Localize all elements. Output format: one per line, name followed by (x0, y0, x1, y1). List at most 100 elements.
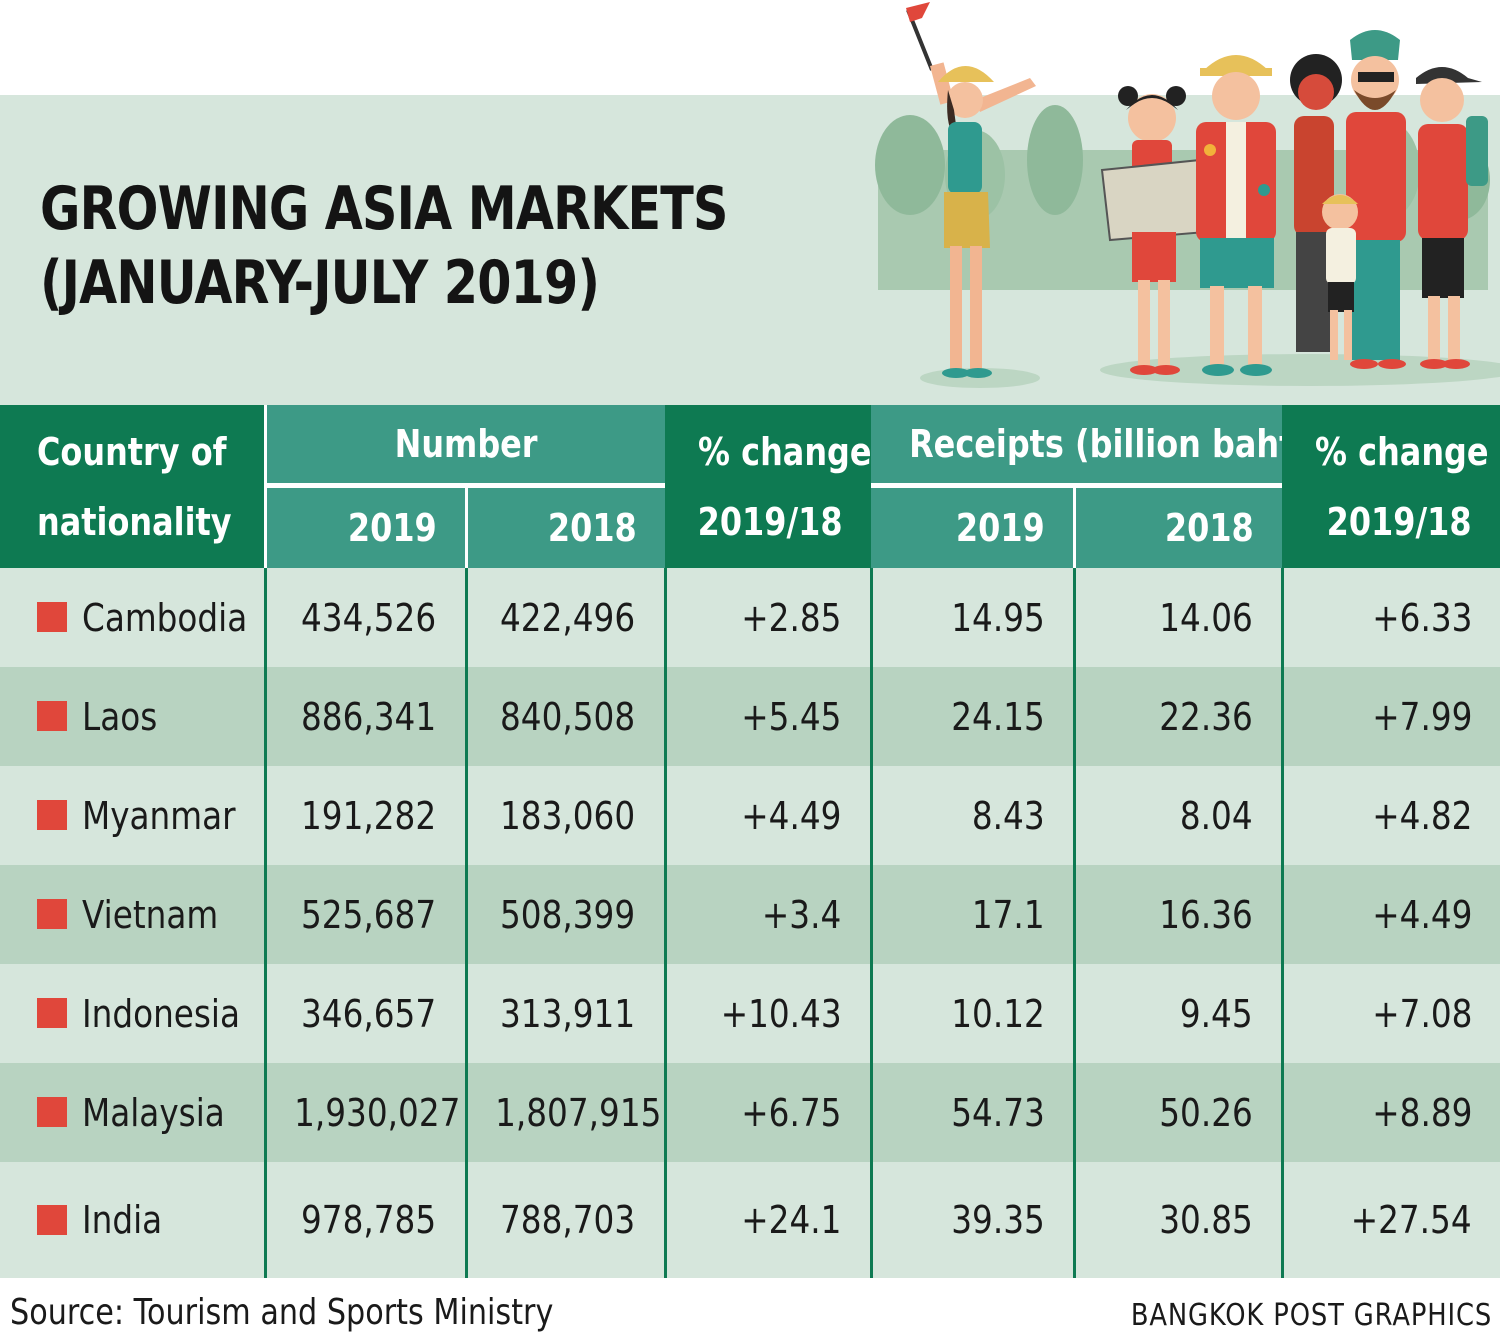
cell-country-text: India (82, 1198, 163, 1242)
cell-receipts-pct-change: +27.54 (1280, 1162, 1500, 1278)
cell-number-pct-change: +4.49 (663, 766, 872, 865)
cell-number-2018: 1,807,915 (464, 1063, 666, 1162)
square-marker-icon (37, 1097, 67, 1127)
cell-receipts-pct-change-text: +4.82 (1371, 793, 1473, 838)
header-receipts-pct-change: % change 2019/18 (1282, 405, 1500, 568)
cell-number-2018: 788,703 (464, 1162, 666, 1278)
cell-country-text: Cambodia (82, 595, 248, 640)
table-row: Myanmar 191,282 183,060 +4.49 8.43 8.04 +4.82 (0, 766, 1500, 865)
title-line-2: (JANUARY-JULY 2019) (40, 248, 600, 318)
cell-receipts-pct-change: +7.99 (1280, 667, 1500, 766)
cell-country: Malaysia (0, 1063, 265, 1162)
cell-receipts-2018: 22.36 (1072, 667, 1283, 766)
cell-receipts-2019-text: 24.15 (950, 694, 1045, 739)
cell-number-2018: 183,060 (464, 766, 666, 865)
cell-number-pct-change-text: +10.43 (720, 991, 842, 1036)
cell-receipts-pct-change: +6.33 (1280, 568, 1500, 667)
header-country: Country of nationality (0, 405, 265, 568)
markets-table: Country of nationality Number % change 201… (0, 405, 1500, 1278)
cell-receipts-pct-change: +8.89 (1280, 1063, 1500, 1162)
cell-number-pct-change-text: +2.85 (741, 595, 842, 640)
cell-receipts-2018: 8.04 (1072, 766, 1283, 865)
cell-country-text: Myanmar (82, 793, 236, 838)
header-number-2019: 2019 (263, 483, 466, 568)
cell-number-2018-text: 1,807,915 (494, 1090, 661, 1135)
cell-number-pct-change-text: +6.75 (741, 1090, 842, 1135)
cell-receipts-2018: 50.26 (1072, 1063, 1283, 1162)
cell-receipts-2019: 54.73 (869, 1063, 1075, 1162)
cell-number-2019-text: 434,526 (301, 595, 437, 640)
table-row: Indonesia 346,657 313,911 +10.43 10.12 9.45 +7… (0, 964, 1500, 1063)
cell-country-text: Indonesia (82, 991, 241, 1036)
cell-number-2019: 346,657 (263, 964, 466, 1063)
cell-receipts-pct-change-text: +7.08 (1371, 991, 1473, 1036)
cell-country-text: Laos (82, 694, 158, 739)
cell-receipts-2019-text: 17.1 (971, 892, 1045, 937)
cell-number-2019: 886,341 (263, 667, 466, 766)
square-marker-icon (37, 800, 67, 830)
cell-number-pct-change-text: +4.49 (741, 793, 842, 838)
table-body: Cambodia 434,526 422,496 +2.85 14.95 14.06 +6.… (0, 568, 1500, 1278)
cell-receipts-2018: 30.85 (1072, 1162, 1283, 1278)
cell-receipts-pct-change: +4.82 (1280, 766, 1500, 865)
cell-number-2018-text: 313,911 (500, 991, 636, 1036)
cell-number-2018-text: 183,060 (500, 793, 636, 838)
cell-receipts-2018: 9.45 (1072, 964, 1283, 1063)
cell-number-2019: 434,526 (263, 568, 466, 667)
cell-receipts-2019: 17.1 (869, 865, 1075, 964)
cell-number-pct-change: +3.4 (663, 865, 872, 964)
cell-number-pct-change: +10.43 (663, 964, 872, 1063)
cell-receipts-2018-text: 9.45 (1179, 991, 1253, 1036)
cell-receipts-2018-text: 22.36 (1158, 694, 1253, 739)
cell-number-2018: 313,911 (464, 964, 666, 1063)
square-marker-icon (37, 1204, 67, 1235)
header-number-pct-change: % change 2019/18 (665, 405, 872, 568)
cell-receipts-2018-text: 14.06 (1158, 595, 1253, 640)
cell-country: Vietnam (0, 865, 265, 964)
cell-receipts-2018-text: 30.85 (1158, 1198, 1253, 1242)
cell-country: Cambodia (0, 568, 265, 667)
cell-number-2019-text: 525,687 (301, 892, 437, 937)
cell-number-2019-text: 1,930,027 (293, 1090, 460, 1135)
cell-receipts-2019-text: 8.43 (971, 793, 1045, 838)
cell-number-2018-text: 840,508 (500, 694, 636, 739)
cell-number-2018: 840,508 (464, 667, 666, 766)
square-marker-icon (37, 998, 67, 1028)
cell-number-2019-text: 978,785 (301, 1198, 437, 1242)
cell-number-pct-change: +5.45 (663, 667, 872, 766)
cell-receipts-2019: 24.15 (869, 667, 1075, 766)
square-marker-icon (37, 701, 67, 731)
cell-country: Myanmar (0, 766, 265, 865)
cell-receipts-2018-text: 8.04 (1179, 793, 1253, 838)
cell-receipts-2018: 14.06 (1072, 568, 1283, 667)
header-row-1: Country of nationality Number % change 201… (0, 405, 1500, 568)
table-row: Cambodia 434,526 422,496 +2.85 14.95 14.06 +6.… (0, 568, 1500, 667)
square-marker-icon (37, 899, 67, 929)
cell-number-2019: 978,785 (263, 1162, 466, 1278)
cell-number-pct-change-text: +5.45 (741, 694, 842, 739)
header-row-2: 2019 2018 2019 2018 (0, 483, 1500, 568)
cell-country-text: Malaysia (82, 1090, 225, 1135)
chart-title: GROWING ASIA MARKETS (JANUARY-JULY 2019) (40, 172, 728, 320)
cell-receipts-pct-change-text: +27.54 (1351, 1198, 1473, 1242)
cell-number-2018-text: 508,399 (500, 892, 636, 937)
cell-receipts-pct-change-text: +4.49 (1371, 892, 1473, 937)
cell-number-2019: 191,282 (263, 766, 466, 865)
cell-receipts-2019: 8.43 (869, 766, 1075, 865)
cell-number-2019-text: 191,282 (301, 793, 437, 838)
cell-number-pct-change: +24.1 (663, 1162, 872, 1278)
cell-number-2018: 508,399 (464, 865, 666, 964)
table-row: India 978,785 788,703 +24.1 39.35 30.85 +27.54 (0, 1162, 1500, 1278)
cell-number-2018: 422,496 (464, 568, 666, 667)
cell-receipts-pct-change: +7.08 (1280, 964, 1500, 1063)
cell-number-2019-text: 886,341 (301, 694, 437, 739)
cell-country: Indonesia (0, 964, 265, 1063)
cell-number-pct-change-text: +3.4 (762, 892, 842, 937)
source-note: Source: Tourism and Sports Ministry (10, 1292, 554, 1333)
cell-receipts-2019-text: 54.73 (950, 1090, 1045, 1135)
header-receipts-2018: 2018 (1072, 483, 1283, 568)
header-number: Number (263, 405, 666, 486)
cell-number-pct-change-text: +24.1 (741, 1198, 842, 1242)
cell-receipts-2018-text: 16.36 (1158, 892, 1253, 937)
tourists-group-illustration (875, 2, 1500, 388)
